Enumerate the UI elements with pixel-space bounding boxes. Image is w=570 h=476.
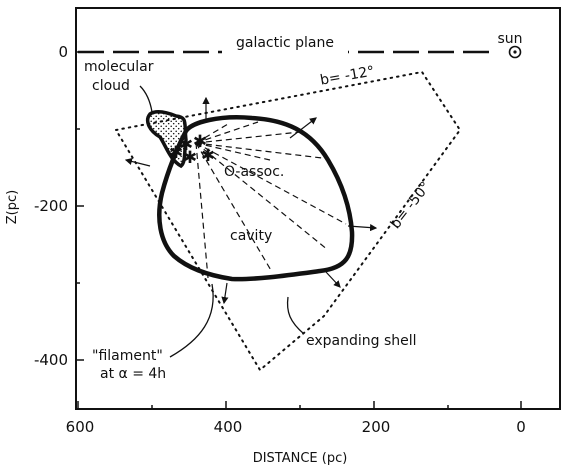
star-icon: ✱ [183,148,197,168]
b-minus-50-label: b= -50° [388,179,434,232]
o-association-stars: ✱ ✱ ✱ ✱ ✱ [169,132,215,168]
y-tick-0: 0 [58,43,68,61]
x-tick-0: 0 [516,418,526,436]
molecular-cloud-leader [139,85,153,113]
plot-frame [75,7,561,410]
cavity-label: cavity [230,228,272,244]
expanding-shell-leader [286,296,305,335]
b-minus-12-label: b= -12° [319,63,376,88]
sun-symbol [508,45,522,59]
x-tick-200: 200 [362,418,391,436]
ionizing-rays [195,121,347,279]
galactic-plane-label: galactic plane [236,35,334,51]
x-tick-600: 600 [66,418,95,436]
y-tick-minus-400: -400 [34,351,68,369]
star-icon: ✱ [179,135,193,155]
molecular-cloud-label-line1: molecular [84,59,154,75]
molecular-cloud-label-line2: cloud [92,78,130,94]
filament-leader [169,283,214,358]
expanding-shell-outline [157,115,355,282]
x-axis-ticks [77,401,522,409]
galactic-plane-label-bg [222,40,348,60]
star-icon: ✱ [169,143,183,163]
expanding-shell-label: expanding shell [306,333,417,349]
o-assoc-label: O-assoc. [224,164,284,180]
y-axis-ticks [76,51,84,361]
sun-label: sun [497,31,522,47]
x-tick-400: 400 [214,418,243,436]
y-axis-title: Z(pc) [5,190,20,224]
filament-label-line1: "filament" [92,348,163,364]
filament-label-line2: at α = 4h [100,366,166,382]
y-tick-minus-200: -200 [34,197,68,215]
star-icon: ✱ [193,132,207,152]
expansion-arrows [124,96,378,305]
star-icon: ✱ [201,146,215,166]
line-of-sight-wedge [115,70,462,372]
x-axis-title: DISTANCE (pc) [253,451,348,466]
